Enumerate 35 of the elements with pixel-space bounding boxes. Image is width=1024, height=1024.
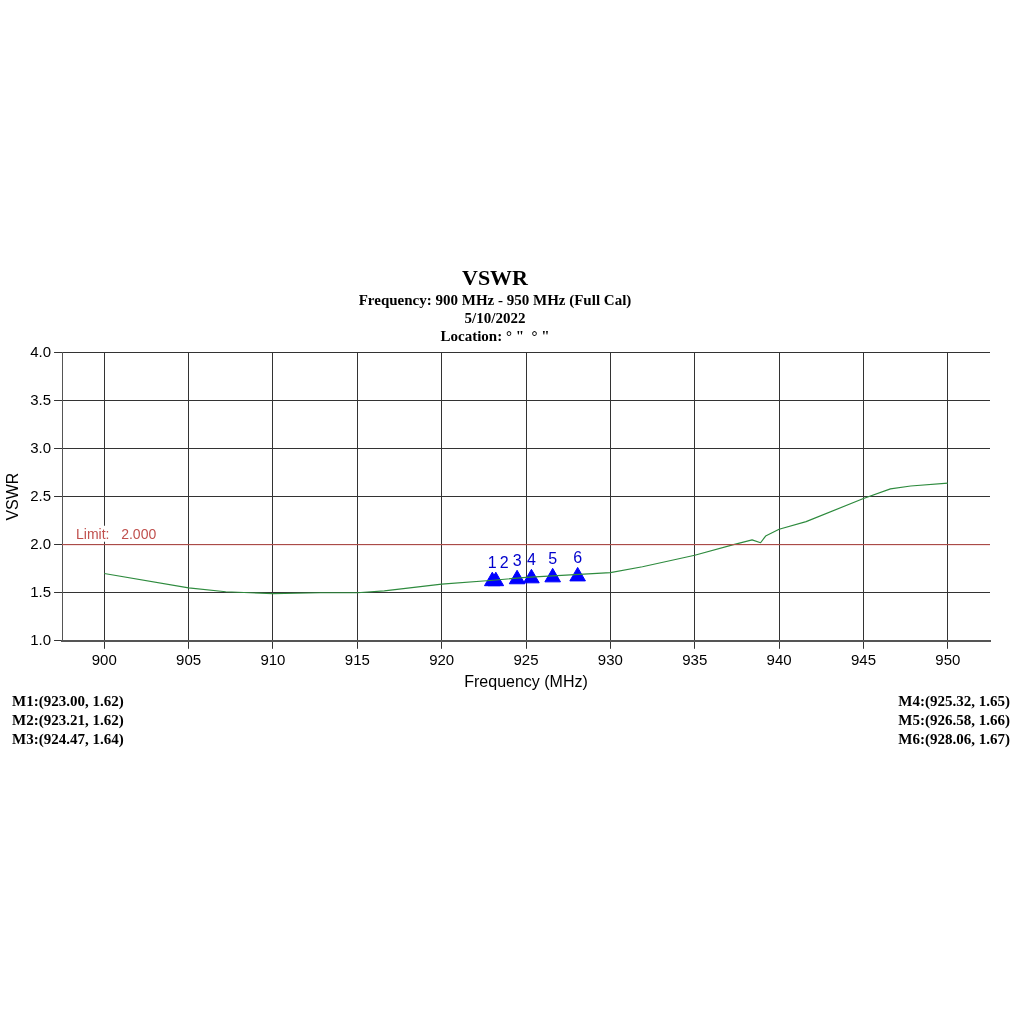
text: M1:(923.00, 1.62) (12, 692, 124, 711)
y-tick-label: 3.0 (30, 438, 52, 456)
y-tick-label: 2.5 (30, 486, 52, 504)
x-tick-label: 905 (176, 650, 202, 668)
x-tick-label: 910 (260, 650, 286, 668)
y-axis-title: VSWR (4, 472, 22, 521)
text: M6:(928.06, 1.67) (898, 730, 1010, 749)
text: M2:(923.21, 1.62) (12, 711, 124, 730)
x-tick-label: 925 (513, 650, 539, 668)
text: M3:(924.47, 1.64) (12, 730, 124, 749)
annotation: 1 (487, 553, 497, 571)
ref-line-label: Limit: 2.000 (76, 525, 157, 542)
x-tick-label: 915 (344, 650, 370, 668)
x-tick-label: 950 (935, 650, 961, 668)
y-tick-label: 3.5 (30, 390, 52, 408)
x-tick-label: 900 (91, 650, 117, 668)
y-tick-label: 2.0 (30, 534, 52, 552)
y-tick-label: 1.5 (30, 582, 52, 600)
x-tick-label: 940 (766, 650, 792, 668)
annotation: 6 (573, 548, 583, 566)
annotation: 5 (548, 549, 558, 567)
chart-title: VSWR (461, 264, 530, 290)
x-axis-title: Frequency (MHz) (464, 672, 588, 690)
y-tick-label: 1.0 (30, 630, 52, 648)
chart-subtitle: Frequency: 900 MHz - 950 MHz (Full Cal) 5/10/2022 Location: ° " ° " (358, 292, 632, 345)
x-tick-label: 945 (850, 650, 876, 668)
text: M4:(925.32, 1.65) (898, 692, 1010, 711)
y-tick-label: 4.0 (30, 342, 52, 360)
x-tick-label: 920 (429, 650, 455, 668)
annotation: 3 (512, 551, 522, 569)
x-tick-label: 930 (597, 650, 623, 668)
annotation: 2 (499, 553, 509, 571)
annotation: 4 (526, 550, 536, 568)
x-tick-label: 935 (682, 650, 708, 668)
text: M5:(926.58, 1.66) (898, 711, 1010, 730)
